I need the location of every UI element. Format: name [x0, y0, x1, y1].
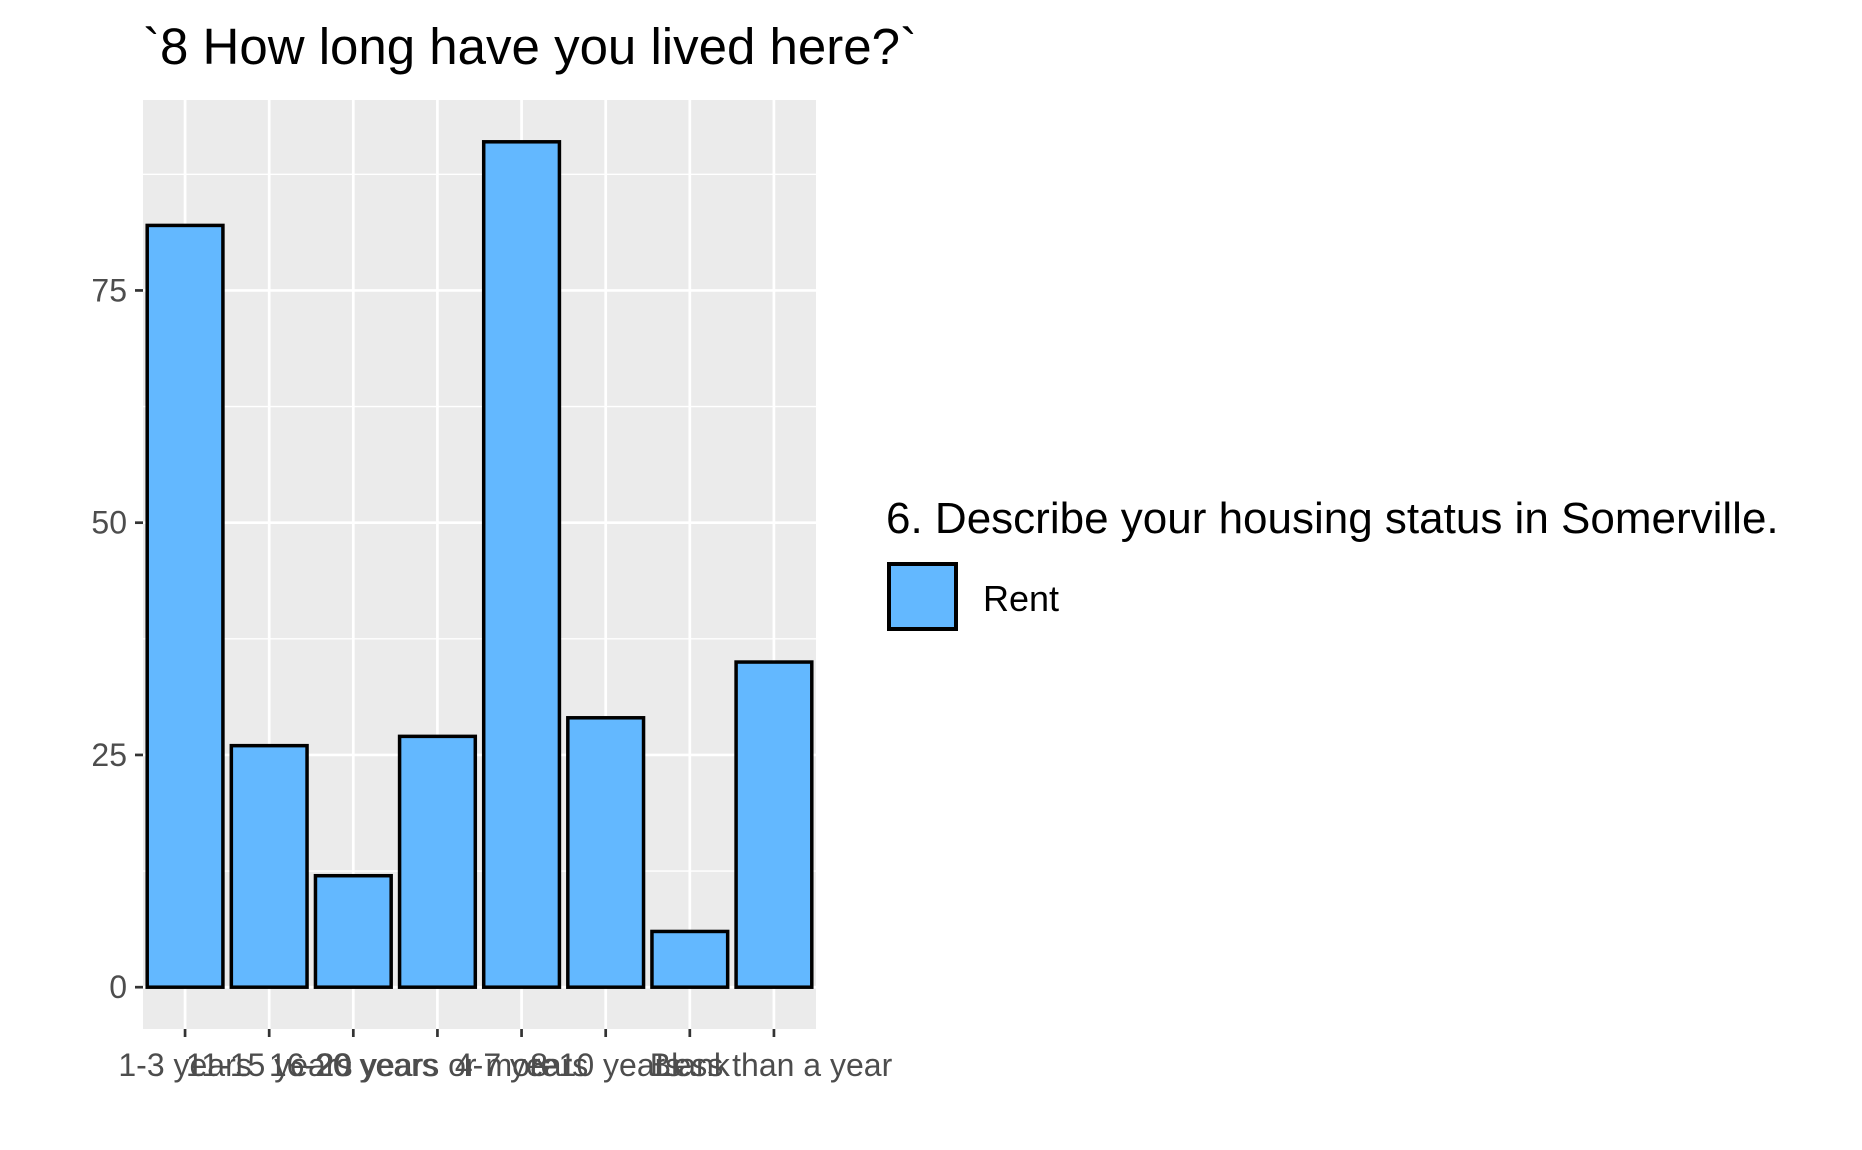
x-tick-label-5: 8-10 years	[530, 1047, 681, 1083]
chart-title: `8 How long have you lived here?`	[143, 18, 917, 75]
legend-title: 6. Describe your housing status in Somer…	[886, 494, 1779, 543]
y-tick-label-2: 50	[91, 505, 127, 541]
legend-key-rent	[887, 562, 958, 631]
bars	[145, 140, 814, 989]
x-tick-label-6: Blank	[650, 1047, 731, 1083]
x-tick-label-0: 1-3 years	[118, 1047, 251, 1083]
bar-0	[145, 223, 225, 989]
bar-5	[566, 716, 646, 989]
y-axis: 0 25 50 75	[91, 272, 143, 1005]
x-tick-label-1: 11-15 years	[186, 1047, 353, 1083]
bar-3	[397, 734, 478, 989]
y-tick-label-3: 75	[91, 272, 127, 308]
y-tick-label-0: 0	[109, 969, 127, 1005]
bar-6	[650, 929, 730, 989]
bar-7	[734, 660, 814, 989]
y-tick-label-1: 25	[91, 737, 127, 773]
bar-2	[313, 873, 393, 989]
x-tick-label-2: 16-20 years	[269, 1047, 438, 1083]
x-tick-label-4: 4-7 years	[455, 1047, 588, 1083]
legend: 6. Describe your housing status in Somer…	[886, 494, 1779, 631]
bar-1	[229, 743, 309, 989]
legend-label-rent: Rent	[983, 578, 1059, 619]
x-tick-label-3: 20 years or more	[317, 1047, 559, 1083]
bar-4	[481, 140, 562, 989]
x-tick-label-7: Less than a year	[656, 1047, 893, 1083]
